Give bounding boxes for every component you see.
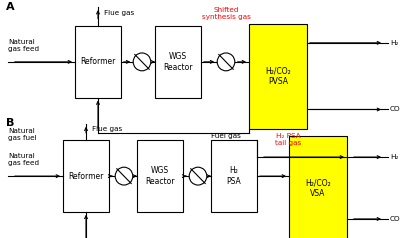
Text: H₂ PSA
tail gas: H₂ PSA tail gas bbox=[275, 133, 301, 146]
Text: A: A bbox=[6, 2, 15, 12]
Text: WGS
Reactor: WGS Reactor bbox=[163, 52, 193, 72]
Bar bbox=[249, 24, 307, 129]
Text: Flue gas: Flue gas bbox=[104, 10, 134, 15]
Text: WGS
Reactor: WGS Reactor bbox=[145, 166, 175, 186]
Bar bbox=[289, 136, 347, 238]
Text: B: B bbox=[6, 118, 14, 128]
Text: Fuel gas: Fuel gas bbox=[211, 133, 241, 139]
Bar bbox=[63, 140, 109, 212]
Text: H₂/CO₂
PVSA: H₂/CO₂ PVSA bbox=[265, 66, 291, 86]
Bar bbox=[137, 140, 183, 212]
Text: Reformer: Reformer bbox=[68, 172, 104, 181]
Text: Natural
gas fuel: Natural gas fuel bbox=[8, 128, 37, 141]
Text: CO₂: CO₂ bbox=[390, 216, 400, 222]
Text: Natural
gas feed: Natural gas feed bbox=[8, 153, 39, 166]
Ellipse shape bbox=[115, 167, 133, 185]
Text: Shifted
synthesis gas: Shifted synthesis gas bbox=[202, 7, 250, 20]
Ellipse shape bbox=[217, 53, 235, 71]
Text: H₂: H₂ bbox=[390, 40, 398, 46]
Bar bbox=[75, 26, 121, 98]
Text: Natural
gas feed: Natural gas feed bbox=[8, 39, 39, 52]
Bar bbox=[211, 140, 257, 212]
Text: Flue gas: Flue gas bbox=[92, 126, 122, 132]
Text: Reformer: Reformer bbox=[80, 57, 116, 66]
Ellipse shape bbox=[189, 167, 207, 185]
Text: H₂: H₂ bbox=[390, 154, 398, 160]
Ellipse shape bbox=[133, 53, 151, 71]
Text: H₂
PSA: H₂ PSA bbox=[227, 166, 241, 186]
Bar bbox=[155, 26, 201, 98]
Text: CO₂: CO₂ bbox=[390, 106, 400, 113]
Text: H₂/CO₂
VSA: H₂/CO₂ VSA bbox=[305, 178, 331, 198]
